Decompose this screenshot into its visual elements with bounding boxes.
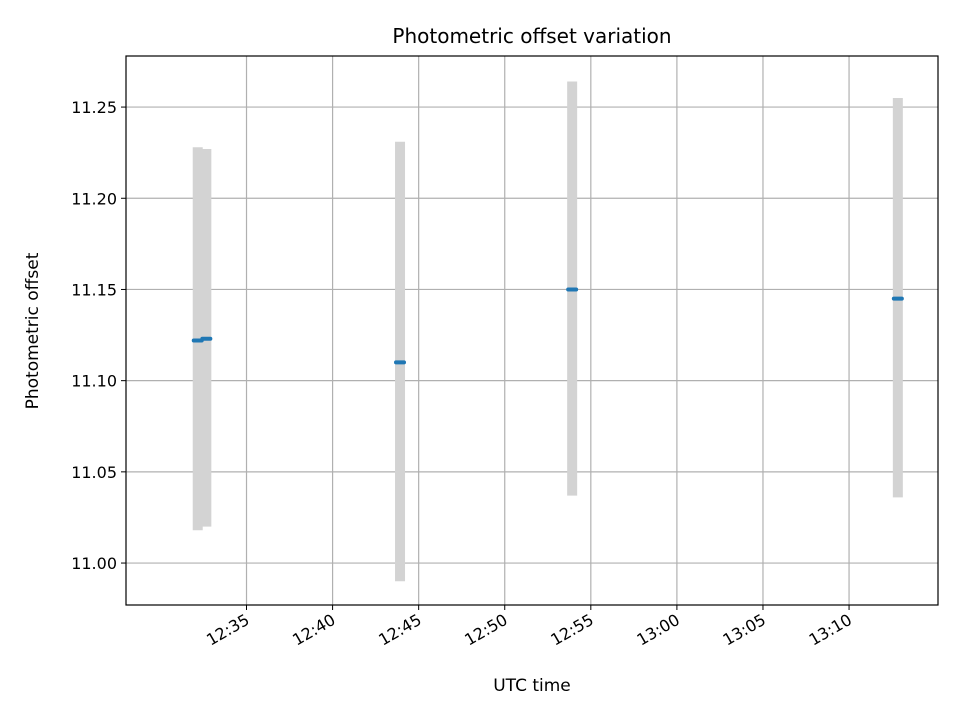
x-tick-label: 12:45 <box>375 610 424 650</box>
y-tick-label: 11.05 <box>71 463 117 482</box>
marker-layer <box>191 287 904 365</box>
x-tick-label: 13:05 <box>720 610 769 650</box>
x-tick-label: 12:50 <box>461 610 510 650</box>
chart-title: Photometric offset variation <box>392 24 671 48</box>
x-tick-label: 13:00 <box>633 610 682 650</box>
y-tick-label: 11.20 <box>71 189 117 208</box>
y-tick-label: 11.15 <box>71 280 117 299</box>
x-tick-label: 12:55 <box>547 610 596 650</box>
x-tick-label: 13:10 <box>806 610 855 650</box>
y-tick-label: 11.10 <box>71 372 117 391</box>
x-tick-label: 12:40 <box>289 610 338 650</box>
y-tick-label: 11.25 <box>71 98 117 117</box>
grid-layer <box>126 56 938 605</box>
x-tick-label: 12:35 <box>203 610 252 650</box>
tick-layer: 12:35 12:40 12:45 12:50 12:55 13:00 13:05 13:10… <box>71 98 855 649</box>
errorbar-layer <box>192 81 903 582</box>
y-tick-label: 11.00 <box>71 554 117 573</box>
x-axis-title: UTC time <box>493 676 571 696</box>
y-axis-title: Photometric offset <box>23 252 43 409</box>
plot-frame <box>125 55 939 606</box>
